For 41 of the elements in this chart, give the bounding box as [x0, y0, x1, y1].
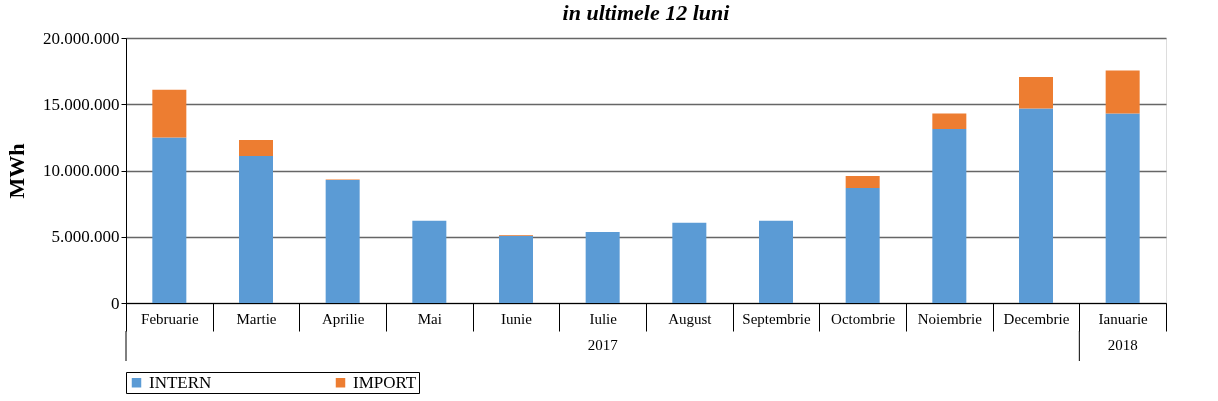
- y-tick-label: 0: [111, 293, 120, 313]
- x-tick-label: Martie: [236, 310, 277, 327]
- bar: [1019, 77, 1053, 109]
- bar: [239, 140, 273, 156]
- x-tick-label: Decembrie: [1003, 310, 1070, 327]
- bar: [585, 232, 620, 303]
- y-tick-label: 20.000.000: [43, 28, 120, 48]
- text: 2017: [587, 337, 619, 353]
- y-tick-label: 15.000.000: [43, 94, 120, 114]
- bar: [152, 89, 187, 138]
- x-tick-label: Aprilie: [321, 310, 365, 327]
- bar: [1019, 108, 1053, 303]
- bar: [1105, 70, 1140, 114]
- x-tick-label: Octombrie: [831, 310, 896, 327]
- y-tick-label: 5.000.000: [51, 227, 120, 247]
- bar: [759, 220, 793, 303]
- bar: [845, 187, 880, 303]
- bar: [1105, 113, 1140, 303]
- legend-label: IMPORT: [353, 372, 417, 392]
- x-tick-label: August: [668, 310, 713, 327]
- chart-title: in ultimele 12 luni: [562, 0, 731, 25]
- bar: [672, 222, 707, 303]
- y-tick-label: 10.000.000: [43, 161, 120, 180]
- x-tick-label: Mai: [417, 310, 442, 327]
- x-tick-label: Iulie: [589, 310, 618, 327]
- bar: [152, 137, 187, 303]
- text: 2018: [1107, 337, 1138, 353]
- x-tick-label: Februarie: [141, 310, 199, 327]
- bar: [499, 235, 533, 303]
- bar: [412, 220, 447, 303]
- bar: [932, 113, 967, 130]
- bar: [845, 176, 880, 188]
- legend-label: INTERN: [149, 372, 212, 392]
- bar: [932, 129, 967, 303]
- bar: [239, 155, 273, 303]
- x-tick-label: Ianuarie: [1098, 310, 1149, 327]
- bar: [325, 180, 360, 303]
- x-tick-label: Iunie: [501, 310, 533, 327]
- x-tick-label: Noiembrie: [917, 310, 983, 327]
- x-tick-label: Septembrie: [742, 310, 811, 327]
- y-axis-title: MWh: [4, 143, 29, 199]
